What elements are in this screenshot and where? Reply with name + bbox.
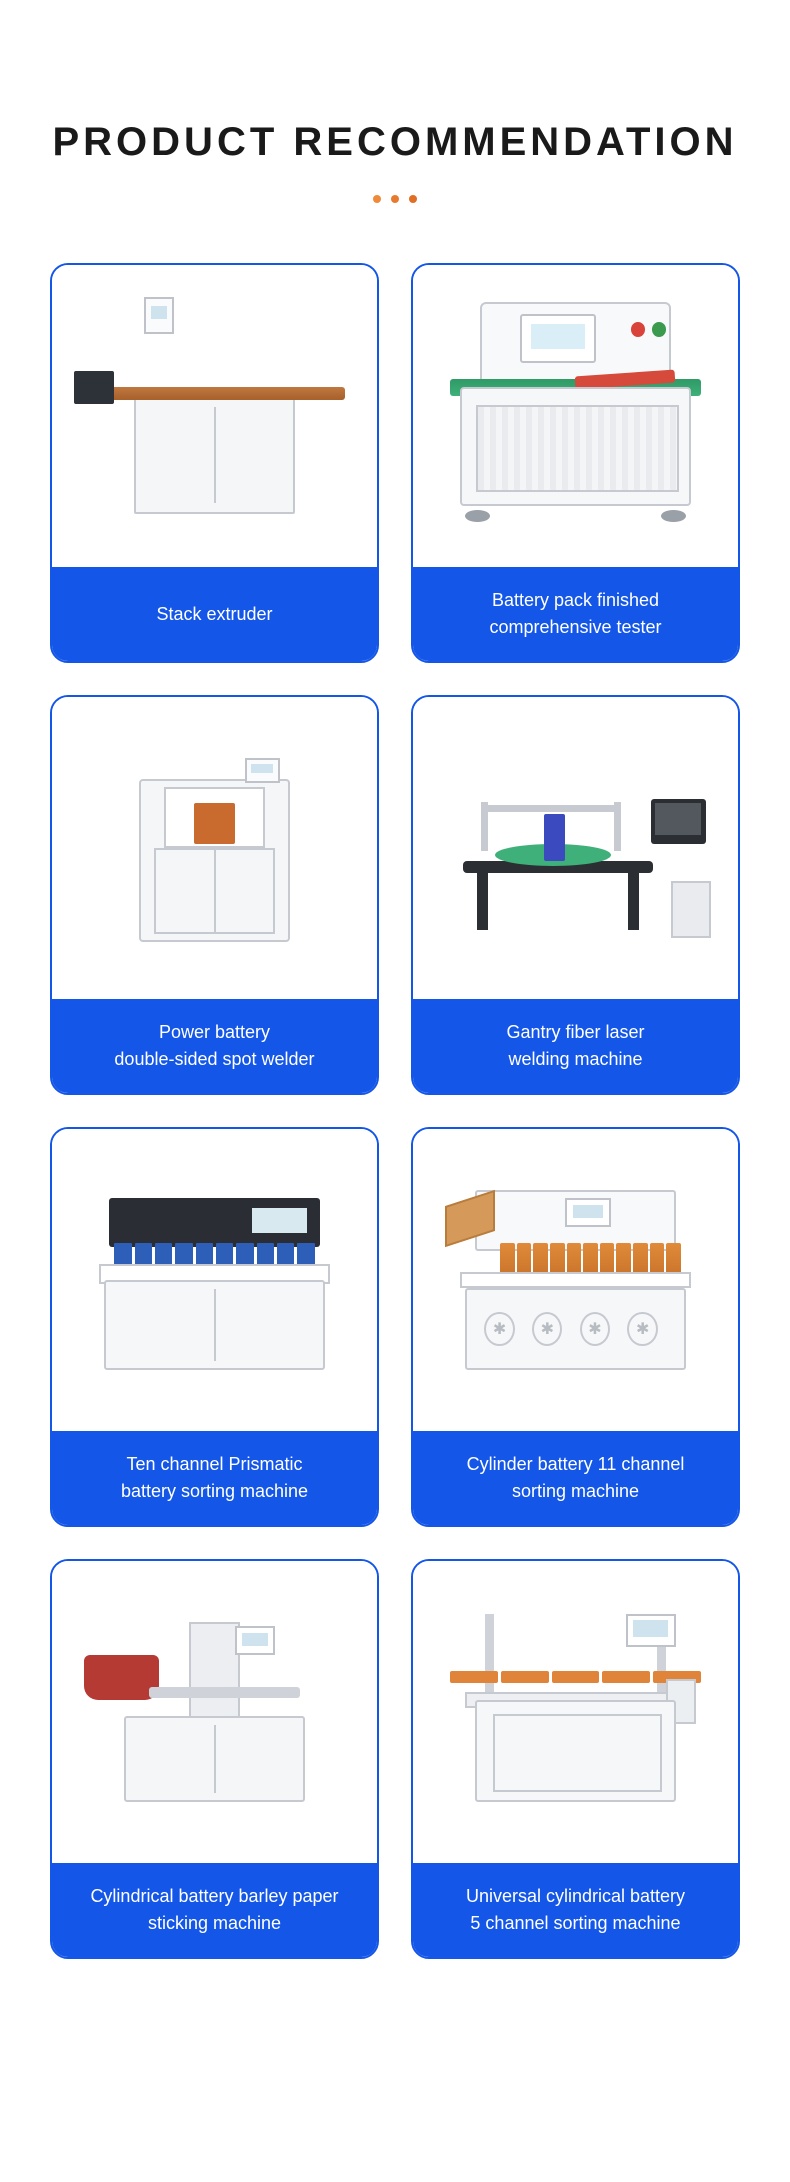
product-image-7	[52, 1561, 377, 1863]
product-label-7: Cylindrical battery barley paper stickin…	[52, 1863, 377, 1957]
product-card-2[interactable]: Battery pack finished comprehensive test…	[411, 263, 740, 663]
dot-1	[373, 195, 381, 203]
product-card-4[interactable]: Gantry fiber laser welding machine	[411, 695, 740, 1095]
product-image-5	[52, 1129, 377, 1431]
product-image-4	[413, 697, 738, 999]
page-title: PRODUCT RECOMMENDATION	[50, 120, 740, 165]
product-image-1	[52, 265, 377, 567]
product-label-8: Universal cylindrical battery 5 channel …	[413, 1863, 738, 1957]
product-card-1[interactable]: Stack extruder	[50, 263, 379, 663]
page-container: PRODUCT RECOMMENDATION Stack extruder	[0, 0, 790, 2019]
product-label-2: Battery pack finished comprehensive test…	[413, 567, 738, 661]
product-card-3[interactable]: Power battery double-sided spot welder	[50, 695, 379, 1095]
product-label-3: Power battery double-sided spot welder	[52, 999, 377, 1093]
product-label-4: Gantry fiber laser welding machine	[413, 999, 738, 1093]
product-card-6[interactable]: Cylinder battery 11 channel sorting mach…	[411, 1127, 740, 1527]
dot-2	[391, 195, 399, 203]
product-grid: Stack extruder Battery pack finished com…	[50, 263, 740, 1959]
product-card-5[interactable]: Ten channel Prismatic battery sorting ma…	[50, 1127, 379, 1527]
decorative-dots	[50, 195, 740, 203]
product-label-5: Ten channel Prismatic battery sorting ma…	[52, 1431, 377, 1525]
product-label-6: Cylinder battery 11 channel sorting mach…	[413, 1431, 738, 1525]
product-label-1: Stack extruder	[52, 567, 377, 661]
dot-3	[409, 195, 417, 203]
product-image-6	[413, 1129, 738, 1431]
product-image-8	[413, 1561, 738, 1863]
product-image-3	[52, 697, 377, 999]
product-card-7[interactable]: Cylindrical battery barley paper stickin…	[50, 1559, 379, 1959]
product-card-8[interactable]: Universal cylindrical battery 5 channel …	[411, 1559, 740, 1959]
product-image-2	[413, 265, 738, 567]
